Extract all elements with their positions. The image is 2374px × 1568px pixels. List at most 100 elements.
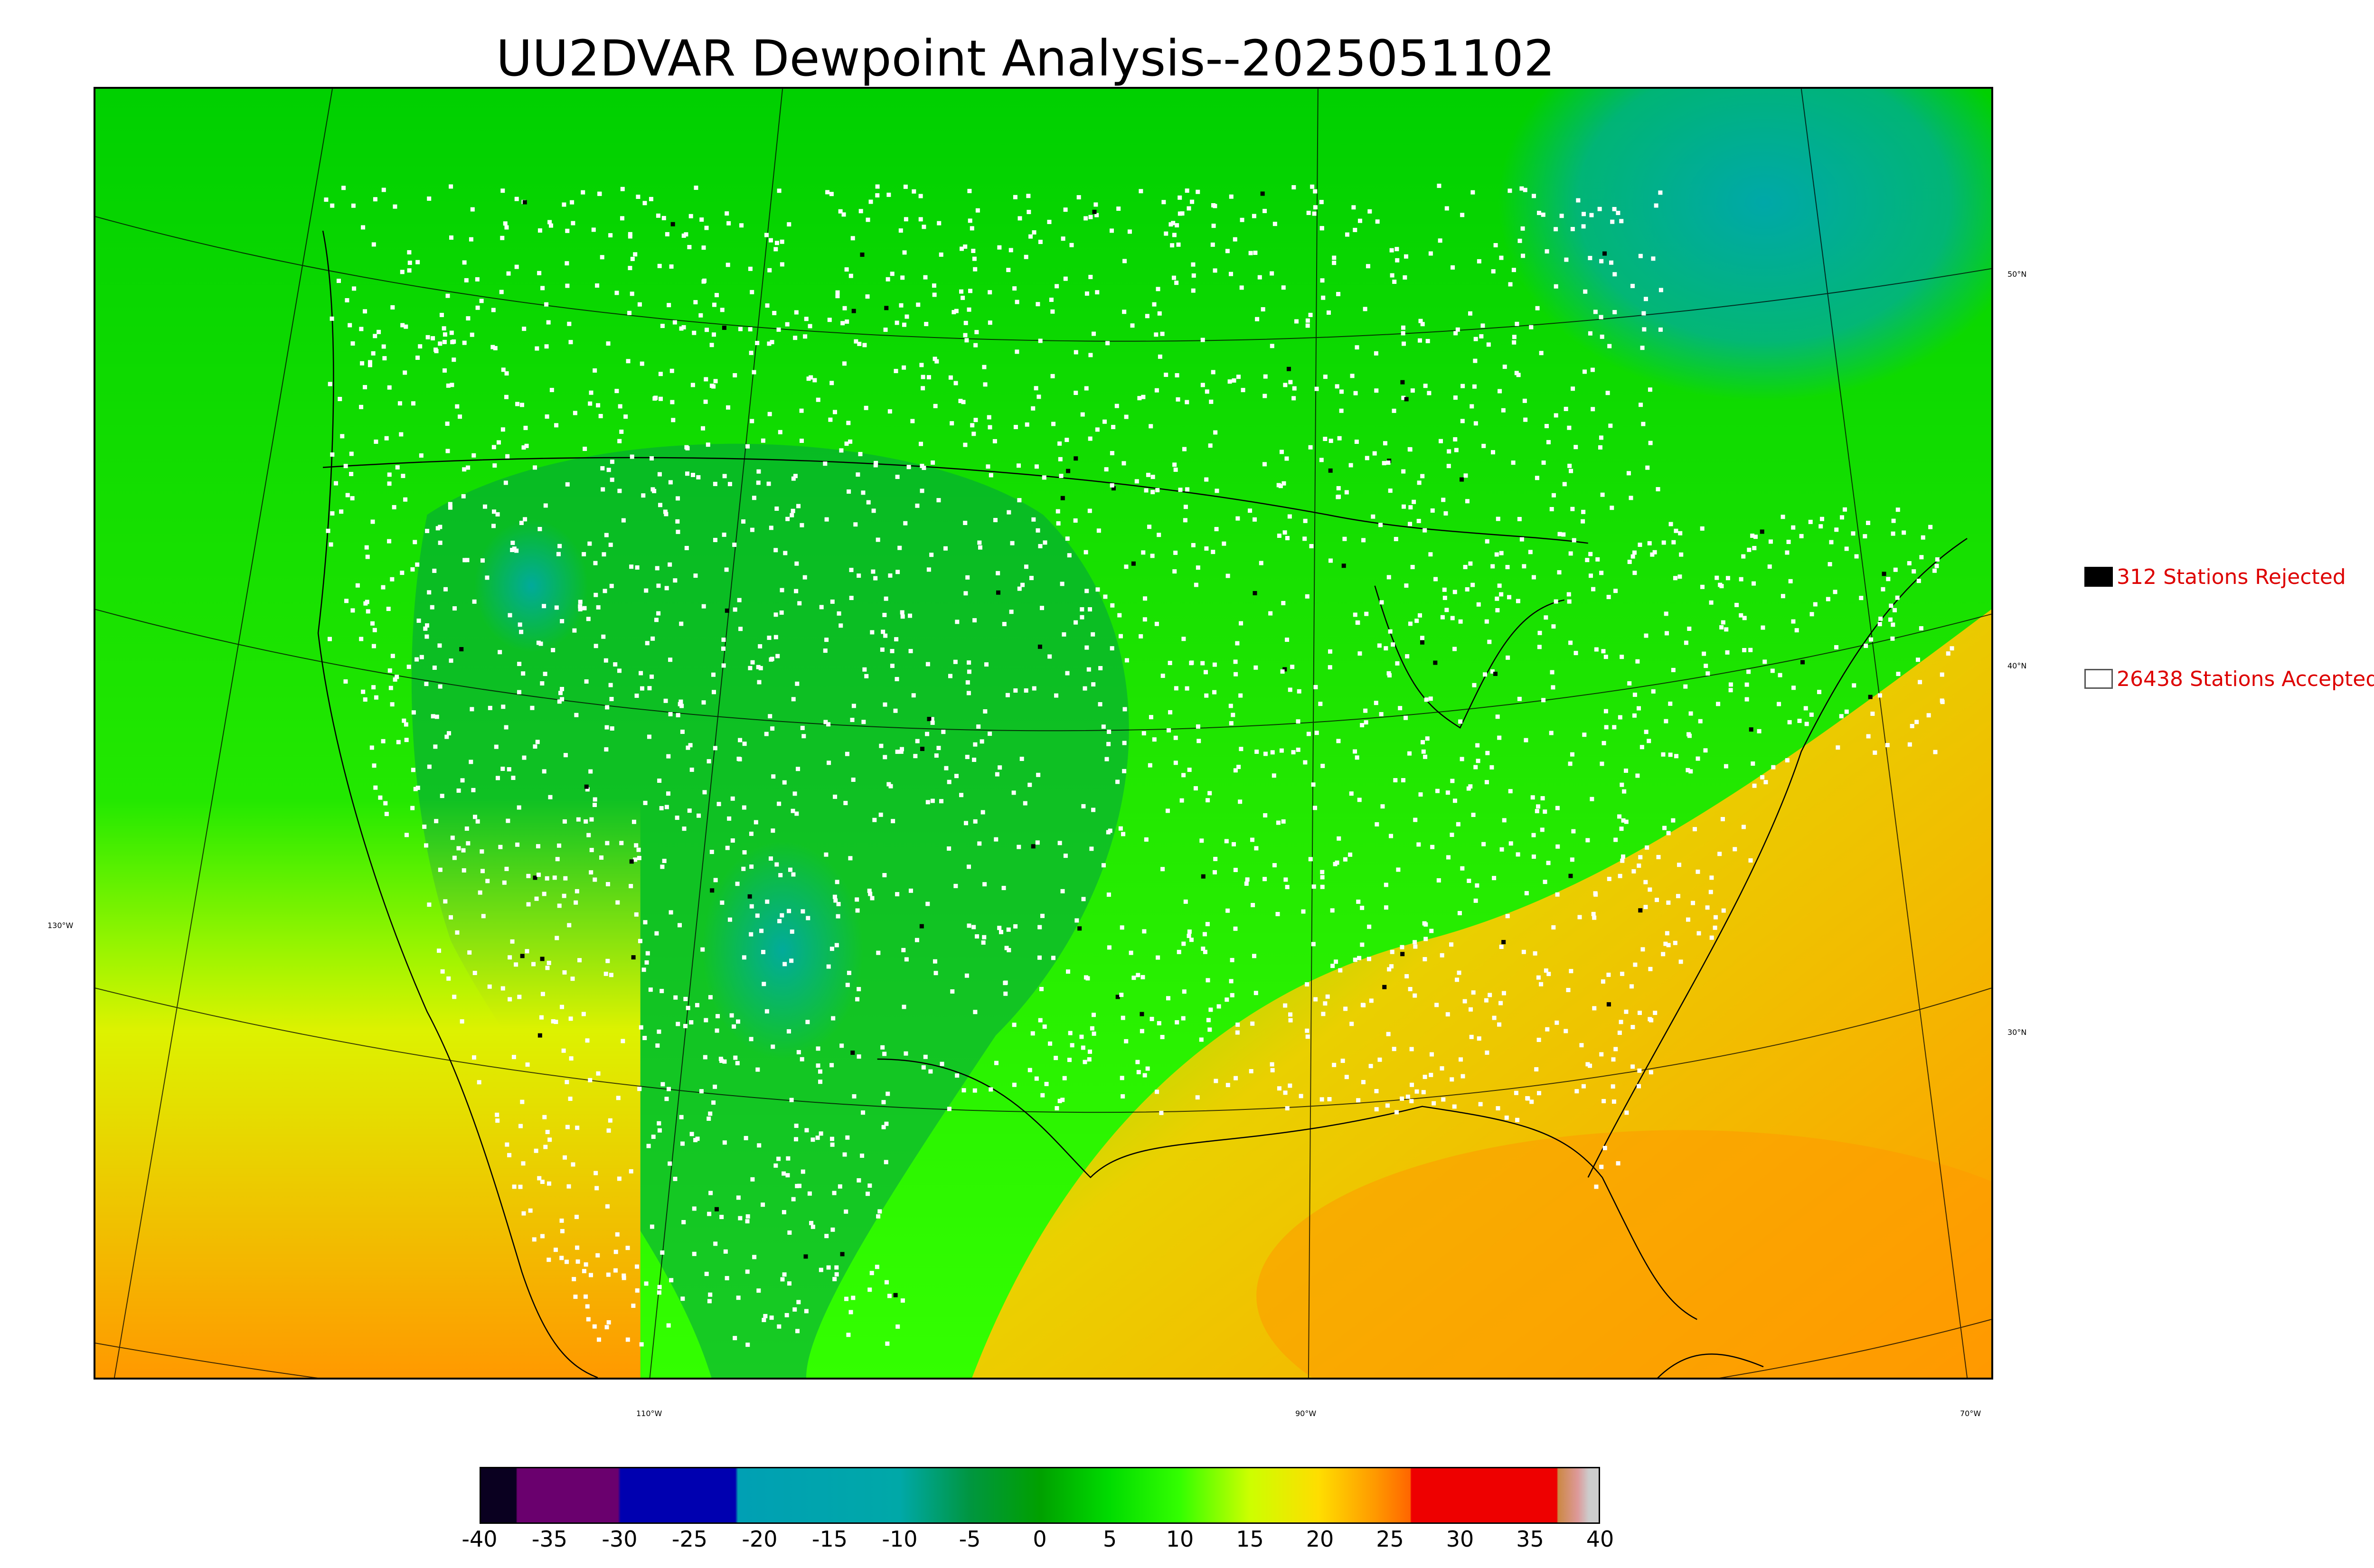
accepted-station-marker bbox=[1356, 899, 1361, 904]
colorbar-tick-label: -30 bbox=[602, 1526, 638, 1552]
accepted-station-marker bbox=[1473, 898, 1478, 903]
accepted-station-marker bbox=[663, 509, 668, 514]
accepted-station-marker bbox=[1291, 396, 1296, 401]
accepted-station-marker bbox=[1367, 924, 1372, 929]
accepted-station-marker bbox=[1084, 589, 1089, 593]
accepted-station-marker bbox=[365, 554, 370, 559]
accepted-station-marker bbox=[644, 588, 649, 593]
accepted-station-marker bbox=[1477, 1036, 1481, 1041]
accepted-station-marker bbox=[1661, 540, 1666, 545]
accepted-station-marker bbox=[819, 605, 824, 610]
accepted-station-marker bbox=[1549, 731, 1554, 735]
accepted-station-marker bbox=[628, 232, 632, 236]
accepted-station-marker bbox=[972, 1088, 977, 1093]
accepted-station-marker bbox=[689, 1020, 694, 1024]
accepted-station-marker bbox=[1164, 231, 1168, 236]
accepted-station-marker bbox=[1608, 423, 1613, 428]
accepted-station-marker bbox=[425, 623, 429, 628]
accepted-station-marker bbox=[1285, 536, 1290, 540]
accepted-station-marker bbox=[462, 340, 467, 345]
accepted-station-marker bbox=[727, 482, 732, 487]
accepted-station-marker bbox=[926, 567, 931, 572]
accepted-station-marker bbox=[1063, 854, 1068, 858]
colorbar-tick-label: -25 bbox=[671, 1526, 708, 1552]
accepted-station-marker bbox=[395, 465, 400, 469]
accepted-station-marker bbox=[988, 425, 992, 430]
accepted-station-marker bbox=[1110, 451, 1114, 456]
accepted-station-marker bbox=[1473, 358, 1478, 363]
accepted-station-marker bbox=[1664, 611, 1668, 616]
accepted-station-marker bbox=[1305, 1034, 1310, 1039]
accepted-station-marker bbox=[1305, 323, 1310, 328]
accepted-station-marker bbox=[1140, 975, 1145, 979]
accepted-station-marker bbox=[532, 1237, 537, 1242]
accepted-station-marker bbox=[894, 369, 898, 374]
accepted-station-marker bbox=[774, 862, 779, 867]
accepted-station-marker bbox=[789, 958, 794, 963]
accepted-station-marker bbox=[1602, 1099, 1606, 1104]
accepted-station-marker bbox=[1612, 272, 1617, 277]
accepted-station-marker bbox=[1463, 473, 1468, 478]
accepted-station-marker bbox=[1313, 997, 1318, 1002]
accepted-station-marker bbox=[1115, 779, 1120, 784]
accepted-station-marker bbox=[1319, 200, 1324, 205]
accepted-station-marker bbox=[1750, 534, 1755, 538]
accepted-station-marker bbox=[1630, 1024, 1635, 1029]
accepted-station-marker bbox=[1174, 281, 1179, 285]
accepted-station-marker bbox=[718, 1056, 723, 1061]
accepted-station-marker bbox=[1181, 1016, 1186, 1021]
accepted-station-marker bbox=[1635, 773, 1640, 778]
accepted-station-marker bbox=[1516, 373, 1521, 377]
rejected-station-marker bbox=[1066, 469, 1071, 473]
accepted-station-marker bbox=[434, 819, 439, 824]
accepted-station-marker bbox=[1130, 323, 1135, 328]
accepted-station-marker bbox=[1124, 564, 1129, 569]
accepted-station-marker bbox=[1340, 1059, 1345, 1063]
accepted-station-marker bbox=[745, 1269, 750, 1274]
accepted-station-marker bbox=[1288, 380, 1293, 385]
accepted-station-marker bbox=[796, 767, 801, 771]
accepted-station-marker bbox=[378, 795, 383, 800]
accepted-station-marker bbox=[738, 327, 743, 331]
accepted-station-marker bbox=[1602, 1145, 1607, 1150]
accepted-station-marker bbox=[1627, 681, 1632, 685]
accepted-station-marker bbox=[744, 1136, 748, 1140]
accepted-station-marker bbox=[696, 475, 701, 479]
accepted-station-marker bbox=[547, 220, 552, 225]
accepted-station-marker bbox=[839, 448, 844, 453]
accepted-station-marker bbox=[1688, 769, 1693, 774]
accepted-station-marker bbox=[1057, 841, 1062, 845]
accepted-station-marker bbox=[1154, 388, 1159, 393]
accepted-station-marker bbox=[1895, 507, 1900, 512]
accepted-station-marker bbox=[619, 841, 624, 845]
accepted-station-marker bbox=[1068, 1031, 1073, 1035]
accepted-station-marker bbox=[1661, 752, 1666, 757]
accepted-station-marker bbox=[588, 769, 593, 774]
accepted-station-marker bbox=[777, 801, 782, 806]
accepted-station-marker bbox=[967, 669, 971, 674]
accepted-station-marker bbox=[1302, 536, 1307, 541]
accepted-station-marker bbox=[810, 1224, 815, 1229]
accepted-station-marker bbox=[1027, 782, 1032, 787]
accepted-station-marker bbox=[1698, 719, 1703, 723]
accepted-station-marker bbox=[920, 488, 924, 493]
accepted-station-marker bbox=[1546, 440, 1551, 444]
accepted-station-marker bbox=[823, 461, 828, 466]
accepted-station-marker bbox=[761, 1202, 765, 1207]
accepted-station-marker bbox=[1440, 615, 1445, 620]
accepted-station-marker bbox=[1554, 599, 1558, 604]
accepted-station-marker bbox=[650, 1224, 654, 1229]
accepted-station-marker bbox=[1160, 867, 1165, 872]
accepted-station-marker bbox=[835, 290, 840, 295]
accepted-station-marker bbox=[629, 884, 633, 889]
accepted-station-marker bbox=[1262, 877, 1267, 882]
accepted-station-marker bbox=[559, 1256, 564, 1260]
accepted-station-marker bbox=[582, 552, 586, 556]
accepted-station-marker bbox=[1654, 203, 1658, 208]
accepted-station-marker bbox=[594, 1186, 599, 1191]
accepted-station-marker bbox=[1172, 233, 1177, 237]
accepted-station-marker bbox=[796, 504, 801, 508]
accepted-station-marker bbox=[1491, 450, 1495, 455]
accepted-station-marker bbox=[1401, 341, 1406, 346]
accepted-station-marker bbox=[1320, 763, 1325, 768]
